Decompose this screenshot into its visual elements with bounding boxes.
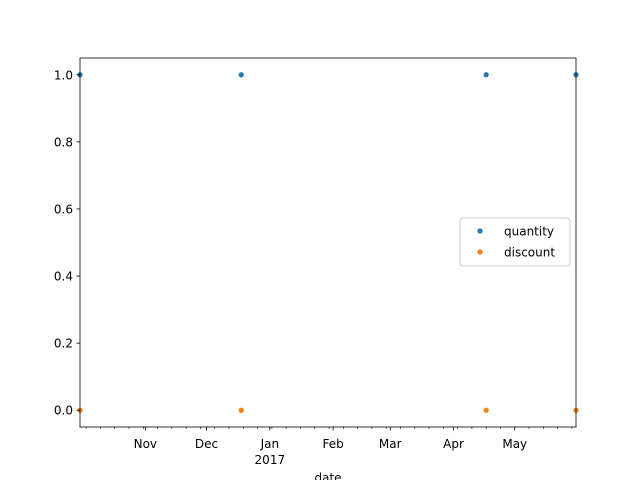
- legend-box: [459, 217, 571, 267]
- axes: Nov Dec Jan 2017 Feb Mar Apr May 0.0 0.2 0.4 0.6 0.8…: [54, 57, 577, 480]
- x-tick-label-dec: Dec: [195, 437, 218, 451]
- x-tick-label-feb: Feb: [322, 437, 343, 451]
- legend: quantity discount: [459, 217, 571, 267]
- y-tick-label-3: 0.6: [54, 202, 73, 216]
- x-tick-label-mar: Mar: [379, 437, 402, 451]
- y-tick-label-4: 0.8: [54, 135, 73, 149]
- y-tick-label-2: 0.4: [54, 270, 73, 284]
- y-tick-label-5: 1.0: [54, 68, 73, 82]
- plot-frame: [79, 57, 577, 428]
- y-tick-label-1: 0.2: [54, 337, 73, 351]
- x-tick-label-jan: Jan: [260, 437, 280, 451]
- x-tick-label-nov: Nov: [134, 437, 157, 451]
- data-point-quantity-1: [238, 72, 244, 78]
- x-axis-label: date: [314, 471, 341, 480]
- legend-label-discount: discount: [504, 246, 555, 260]
- x-tick-label-may: May: [502, 437, 527, 451]
- legend-marker-discount: [477, 249, 483, 255]
- data-point-discount-2: [483, 407, 489, 413]
- legend-label-quantity: quantity: [504, 225, 554, 239]
- x-tick-sublabel-2017: 2017: [255, 453, 286, 467]
- data-point-discount-1: [238, 407, 244, 413]
- y-tick-label-0: 0.0: [54, 404, 73, 418]
- data-point-quantity-2: [483, 72, 489, 78]
- x-tick-label-apr: Apr: [443, 437, 464, 451]
- legend-marker-quantity: [477, 228, 483, 234]
